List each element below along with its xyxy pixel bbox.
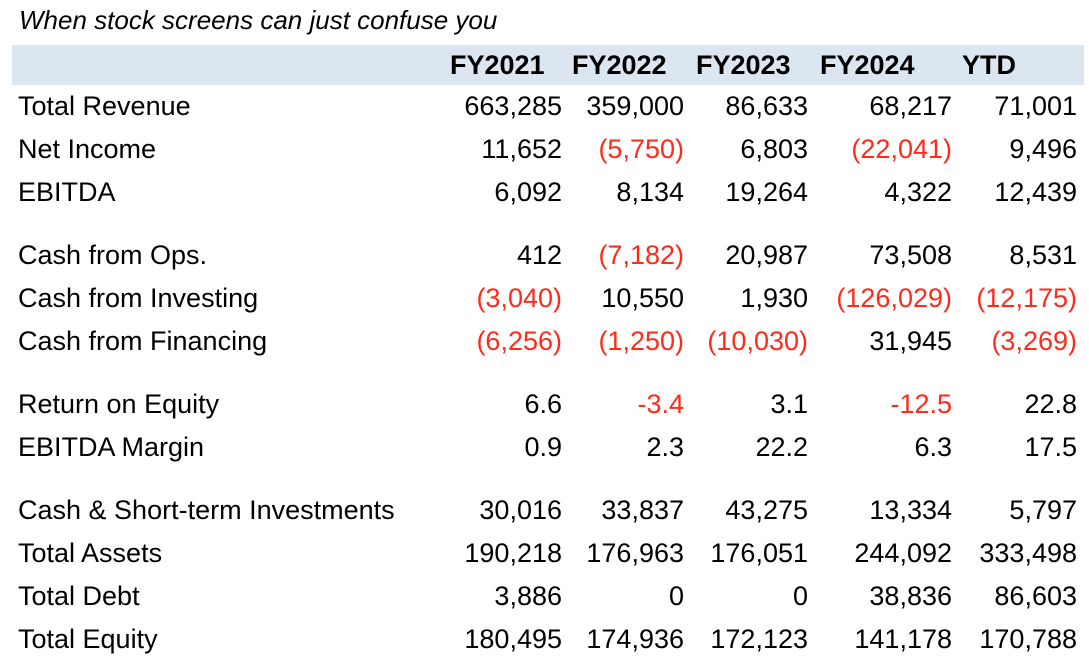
- value-cell-fy2021: 3,886: [494, 581, 562, 611]
- value-cell-fy2023: (10,030): [707, 326, 808, 356]
- value-cell-fy2021: 11,652: [481, 134, 562, 164]
- value-cell-ytd: (12,175): [976, 283, 1077, 313]
- value-cell-ytd: (3,269): [991, 326, 1077, 356]
- value-cell-fy2024: 4,322: [884, 177, 952, 207]
- value-cell-fy2024: 13,334: [869, 495, 952, 525]
- row-label: Cash from Ops.: [18, 240, 208, 270]
- value-cell-ytd: 71,001: [994, 91, 1077, 121]
- value-cell-ytd: 22.8: [1024, 389, 1077, 419]
- value-cell-fy2021: 6,092: [494, 177, 562, 207]
- table-row: Cash from Investing (3,040) 10,550 1,930 (12…: [12, 278, 1084, 318]
- column-header-ytd: YTD: [962, 50, 1016, 80]
- value-cell-fy2023: 43,275: [725, 495, 808, 525]
- value-cell-fy2022: (5,750): [598, 134, 684, 164]
- value-cell-fy2024: 31,945: [869, 326, 952, 356]
- row-label: Cash from Investing: [18, 283, 259, 313]
- row-label: Net Income: [18, 134, 157, 164]
- table-row: Return on Equity 6.6 -3.4 3.1 -12.5 22.8: [12, 384, 1084, 424]
- table-row: Cash & Short-term Investments 30,016 33,83…: [12, 490, 1084, 530]
- value-cell-ytd: 9,496: [1009, 134, 1077, 164]
- value-cell-fy2023: 20,987: [725, 240, 808, 270]
- value-cell-fy2022: 359,000: [586, 91, 684, 121]
- table-row: Total Assets 190,218 176,963 176,051 244,092…: [12, 533, 1084, 573]
- value-cell-fy2023: 6,803: [740, 134, 808, 164]
- value-cell-fy2021: 190,218: [464, 538, 562, 568]
- value-cell-fy2023: 176,051: [710, 538, 808, 568]
- row-label: Total Revenue: [18, 91, 191, 121]
- value-cell-ytd: 8,531: [1009, 240, 1077, 270]
- table-row: EBITDA 6,092 8,134 19,264 4,322 12,439: [12, 172, 1084, 212]
- value-cell-fy2022: 2.3: [646, 432, 684, 462]
- table-row: Cash from Ops. 412 (7,182) 20,987 73,508 8,53…: [12, 235, 1084, 275]
- value-cell-fy2022: (1,250): [598, 326, 684, 356]
- value-cell-fy2021: (3,040): [476, 283, 562, 313]
- column-header-fy2021: FY2021: [450, 50, 545, 80]
- value-cell-ytd: 12,439: [994, 177, 1077, 207]
- table-row: EBITDA Margin 0.9 2.3 22.2 6.3 17.5: [12, 427, 1084, 467]
- row-label: Total Debt: [18, 581, 140, 611]
- row-label: Cash & Short-term Investments: [18, 495, 395, 525]
- row-label: Total Assets: [18, 538, 163, 568]
- value-cell-fy2023: 19,264: [725, 177, 808, 207]
- value-cell-ytd: 86,603: [994, 581, 1077, 611]
- value-cell-fy2022: (7,182): [598, 240, 684, 270]
- value-cell-fy2022: -3.4: [637, 389, 684, 419]
- value-cell-fy2024: 68,217: [869, 91, 952, 121]
- column-header-fy2023: FY2023: [696, 50, 791, 80]
- value-cell-fy2021: 663,285: [464, 91, 562, 121]
- row-label: Total Equity: [18, 624, 158, 654]
- value-cell-ytd: 17.5: [1024, 432, 1077, 462]
- value-cell-fy2021: 6.6: [524, 389, 562, 419]
- value-cell-fy2024: 38,836: [869, 581, 952, 611]
- value-cell-fy2023: 1,930: [740, 283, 808, 313]
- value-cell-fy2024: (22,041): [851, 134, 952, 164]
- value-cell-fy2023: 86,633: [725, 91, 808, 121]
- value-cell-fy2023: 3.1: [770, 389, 808, 419]
- value-cell-fy2021: 30,016: [479, 495, 562, 525]
- table-row: Cash from Financing (6,256) (1,250) (10,030…: [12, 321, 1084, 361]
- table-row: Total Revenue 663,285 359,000 86,633 68,217 7…: [12, 86, 1084, 126]
- value-cell-fy2022: 8,134: [616, 177, 684, 207]
- row-label: Cash from Financing: [18, 326, 268, 356]
- table-row: Total Debt 3,886 0 0 38,836 86,603: [12, 576, 1084, 616]
- value-cell-fy2024: -12.5: [890, 389, 952, 419]
- value-cell-fy2022: 0: [668, 581, 684, 611]
- value-cell-fy2022: 174,936: [586, 624, 684, 654]
- value-cell-fy2023: 22.2: [755, 432, 808, 462]
- table-row: Total Equity 180,495 174,936 172,123 141,178…: [12, 619, 1084, 659]
- value-cell-ytd: 170,788: [979, 624, 1077, 654]
- header-row: FY2021 FY2022 FY2023 FY2024 YTD: [12, 45, 1084, 85]
- value-cell-fy2024: 6.3: [914, 432, 952, 462]
- value-cell-fy2022: 33,837: [601, 495, 684, 525]
- value-cell-fy2021: 180,495: [464, 624, 562, 654]
- value-cell-fy2024: 141,178: [854, 624, 952, 654]
- row-label: EBITDA: [18, 177, 116, 207]
- value-cell-fy2021: 412: [516, 240, 562, 270]
- caption: When stock screens can just confuse you: [19, 5, 498, 35]
- value-cell-fy2024: (126,029): [836, 283, 952, 313]
- table-row: Net Income 11,652 (5,750) 6,803 (22,041) 9,49…: [12, 129, 1084, 169]
- row-label: Return on Equity: [18, 389, 220, 419]
- value-cell-fy2022: 176,963: [586, 538, 684, 568]
- value-cell-fy2021: (6,256): [476, 326, 562, 356]
- column-header-fy2024: FY2024: [820, 50, 915, 80]
- column-header-fy2022: FY2022: [572, 50, 667, 80]
- value-cell-fy2023: 172,123: [710, 624, 808, 654]
- value-cell-ytd: 5,797: [1009, 495, 1077, 525]
- value-cell-fy2024: 73,508: [869, 240, 952, 270]
- value-cell-fy2021: 0.9: [524, 432, 562, 462]
- value-cell-fy2022: 10,550: [601, 283, 684, 313]
- row-label: EBITDA Margin: [18, 432, 205, 462]
- value-cell-ytd: 333,498: [979, 538, 1077, 568]
- value-cell-fy2023: 0: [792, 581, 808, 611]
- value-cell-fy2024: 244,092: [854, 538, 952, 568]
